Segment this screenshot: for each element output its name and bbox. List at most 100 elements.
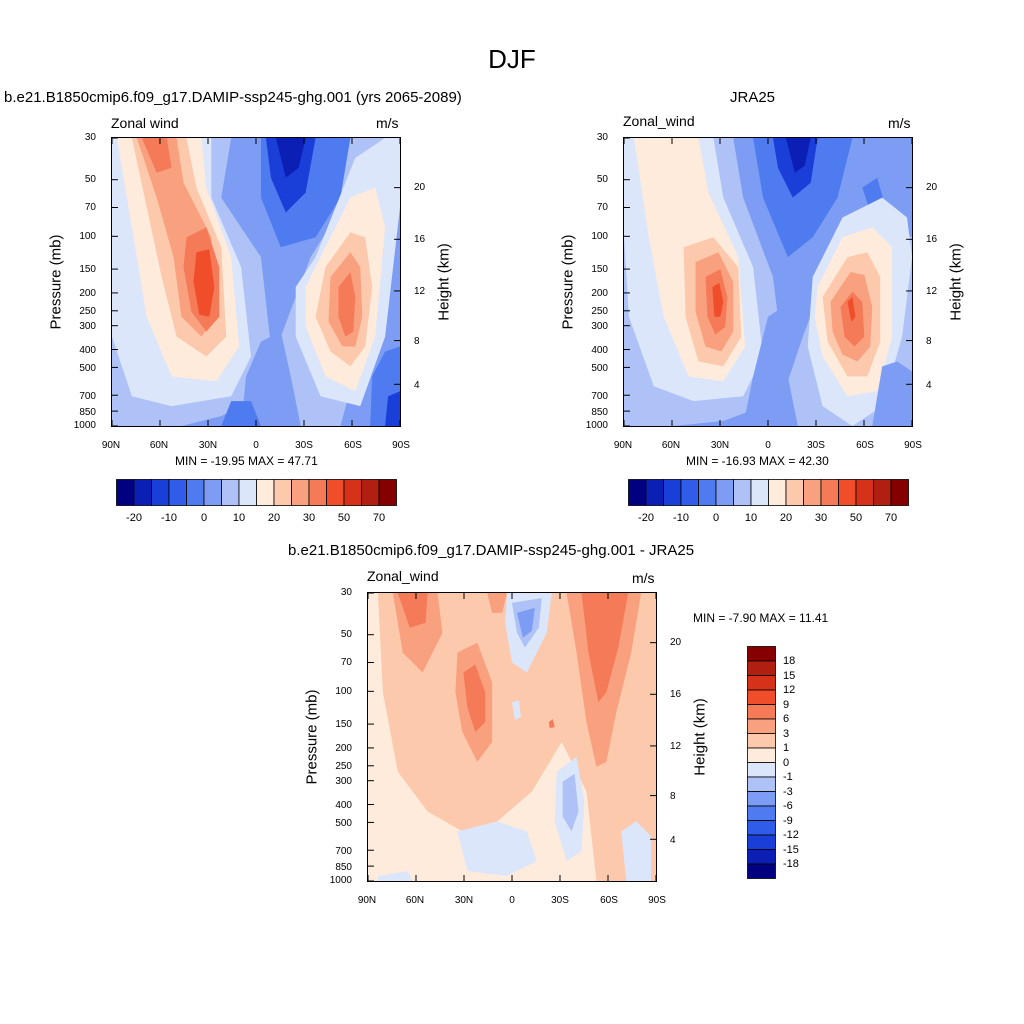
y-tick-label: 300 [79,321,96,332]
x-tick-label: 60S [856,440,874,451]
panel-title: JRA25 [730,89,776,106]
figure-title: DJF [488,44,536,74]
colorbar-swatch [203,479,222,506]
colorbar [628,479,909,506]
colorbar-swatch [747,776,776,792]
x-tick-label: 90N [613,440,633,451]
colorbar-swatch [747,747,776,763]
colorbar-label: 3 [783,728,790,740]
colorbar-label: 6 [783,713,790,725]
y-tick-label: 700 [335,846,352,857]
colorbar-label: 0 [200,512,208,524]
y-tick-label: 850 [79,407,96,418]
y-tick-label: 200 [591,288,608,299]
colorbar-swatch [273,479,292,506]
y2-tick-label: 20 [414,182,426,193]
x-tick-label: 90S [904,440,922,451]
y-tick-label: 30 [340,587,352,598]
contour-field [368,593,656,881]
colorbar-swatch [378,479,397,506]
x-tick-label: 30S [551,895,569,906]
y2-tick-label: 16 [414,234,426,245]
colorbar-label: -12 [783,829,799,841]
y2-tick-label: 16 [926,234,938,245]
colorbar-label: 0 [783,757,790,769]
y-tick-label: 400 [335,800,352,811]
y2-tick-label: 20 [670,637,682,648]
x-tick-label: 30N [710,440,730,451]
x-tick-label: 30S [807,440,825,451]
y2-tick-label: 20 [926,182,938,193]
y-tick-label: 300 [335,776,352,787]
min-max-label: MIN = -19.95 MAX = 47.71 [175,454,318,468]
x-tick-label: 30N [454,895,474,906]
colorbar-swatch [663,479,682,506]
colorbar-swatch [343,479,362,506]
panel-title: b.e21.B1850cmip6.f09_g17.DAMIP-ssp245-gh… [288,542,695,559]
y2-tick-label: 4 [926,380,932,391]
colorbar-swatch [747,834,776,850]
y-axis-title: Pressure (mb) [559,234,577,330]
colorbar-swatch [168,479,187,506]
colorbar-label: 30 [814,512,828,524]
y-tick-label: 250 [79,306,96,317]
y-tick-label: 150 [79,264,96,275]
x-tick-label: 60N [149,440,169,451]
colorbar-swatch [890,479,909,506]
colorbar-swatch [838,479,857,506]
colorbar-swatch [768,479,787,506]
y2-tick-label: 8 [414,336,420,347]
units-label: m/s [632,570,655,586]
contour-plot [111,137,401,427]
y2-tick-label: 12 [670,741,682,752]
colorbar-swatch [747,689,776,705]
colorbar-label: -3 [783,786,793,798]
colorbar-swatch [645,479,664,506]
y-tick-label: 250 [335,761,352,772]
colorbar-swatch [873,479,892,506]
y-tick-label: 70 [84,202,96,213]
y-tick-label: 1000 [585,420,608,431]
colorbar-swatch [747,733,776,749]
y-tick-label: 1000 [73,420,96,431]
x-tick-label: 0 [253,440,259,451]
colorbar-swatch [698,479,717,506]
colorbar-label: 18 [783,655,796,667]
y-tick-label: 70 [596,202,608,213]
colorbar-label: -18 [783,858,799,870]
colorbar-swatch [221,479,240,506]
y-tick-label: 300 [591,321,608,332]
y-tick-label: 100 [79,231,96,242]
x-tick-label: 60N [405,895,425,906]
y-tick-label: 400 [79,345,96,356]
y-tick-label: 400 [591,345,608,356]
units-label: m/s [888,115,911,131]
contour-plot [623,137,913,427]
x-tick-label: 30S [295,440,313,451]
y2-tick-label: 12 [414,286,426,297]
colorbar-swatch [747,718,776,734]
y-tick-label: 30 [84,132,96,143]
y-tick-label: 50 [596,174,608,185]
y2-axis-title: Height (km) [947,243,965,321]
colorbar-label: 15 [783,670,796,682]
y-tick-label: 500 [335,818,352,829]
colorbar-label: 70 [884,512,898,524]
colorbar-swatch [133,479,152,506]
colorbar-label: 0 [712,512,720,524]
y2-tick-label: 16 [670,689,682,700]
colorbar-swatch [256,479,275,506]
colorbar-swatch [628,479,647,506]
axis-tick-marks [624,138,912,426]
variable-label: Zonal wind [111,115,179,131]
colorbar-label: -20 [126,512,142,524]
panel-title: b.e21.B1850cmip6.f09_g17.DAMIP-ssp245-gh… [4,89,462,106]
colorbar-swatch [715,479,734,506]
y-tick-label: 1000 [329,875,352,886]
min-max-label: MIN = -16.93 MAX = 42.30 [686,454,829,468]
colorbar-label: 30 [302,512,316,524]
y-tick-label: 700 [591,391,608,402]
colorbar-swatch [361,479,380,506]
y-axis-title: Pressure (mb) [47,234,65,330]
colorbar-swatch [785,479,804,506]
